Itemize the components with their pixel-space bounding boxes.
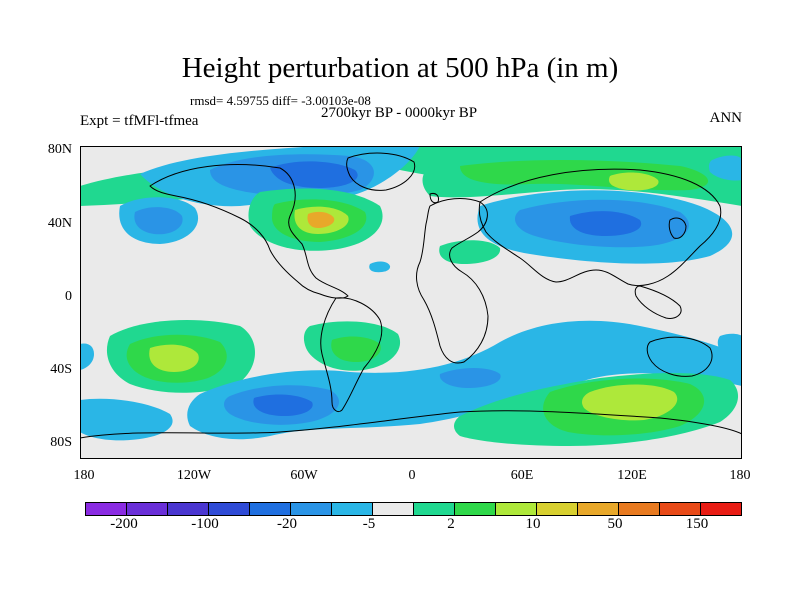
uk-outline [429, 193, 439, 204]
colorbar-label: -100 [191, 516, 219, 532]
colorbar-label: 50 [607, 516, 623, 532]
tropic-blue-patch [369, 261, 391, 273]
lat-label-40s: 40S [50, 362, 72, 377]
lon-label-180e: 180 [729, 468, 751, 483]
lon-label-120w: 120W [176, 468, 212, 483]
south-pacific-yellow [149, 344, 199, 372]
colorbar-segment [332, 503, 373, 515]
indian-ocean-blue [439, 368, 501, 388]
colorbar-segment [291, 503, 332, 515]
experiment-label: Expt = tfMFl-tfmea [80, 113, 199, 129]
japan-outline [668, 217, 687, 239]
colorbar-label: -5 [362, 516, 376, 532]
asia-outline [478, 168, 722, 287]
colorbar-segment [578, 503, 619, 515]
colorbar-segment [86, 503, 127, 515]
na-orange [307, 211, 335, 228]
stats-text: rmsd= 4.59755 diff= -3.00103e-08 [190, 93, 371, 108]
lon-label-120e: 120E [617, 468, 647, 483]
lat-label-40n: 40N [47, 216, 72, 231]
far-west-blue [80, 343, 94, 370]
south-america-outline [320, 297, 383, 413]
colorbar-segment [701, 503, 741, 515]
colorbar [85, 502, 742, 516]
colorbar-label: 150 [685, 516, 709, 532]
greenland-outline [346, 152, 416, 191]
colorbar-label: -20 [277, 516, 297, 532]
nw-pacific-blue-core [134, 207, 183, 235]
period-text: 2700kyr BP - 0000kyr BP [321, 105, 478, 121]
lon-label-0: 0 [408, 468, 416, 483]
south-deep-blue [253, 394, 313, 416]
colorbar-segment [496, 503, 537, 515]
coastlines [80, 152, 742, 439]
lat-label-80s: 80S [50, 435, 72, 450]
east-pacific-blue [717, 333, 742, 376]
contour-map [80, 146, 742, 459]
siberia-yellow [608, 172, 659, 191]
southeast-asia-outline [634, 285, 682, 319]
colorbar-label: 2 [447, 516, 455, 532]
colorbar-label: -200 [110, 516, 138, 532]
lon-label-60w: 60W [290, 468, 318, 483]
europe-africa-outline [416, 198, 489, 364]
map-panel [80, 146, 742, 459]
colorbar-segment [414, 503, 455, 515]
southern-yellow [582, 384, 678, 421]
colorbar-segment [455, 503, 496, 515]
far-east-blue [708, 155, 742, 181]
lat-label-0: 0 [65, 289, 72, 304]
colorbar-segment [619, 503, 660, 515]
antarctica-outline [80, 410, 742, 439]
south-america-green-core [331, 336, 381, 362]
asia-deep-blue [569, 211, 642, 236]
colorbar-segment [537, 503, 578, 515]
colorbar-segment [373, 503, 414, 515]
plot-title: Height perturbation at 500 hPa (in m) [181, 52, 619, 84]
australia-outline [646, 336, 713, 377]
south-left-blue [80, 398, 173, 441]
colorbar-segment [168, 503, 209, 515]
lon-label-180w: 180 [73, 468, 95, 483]
colorbar-segment [660, 503, 701, 515]
colorbar-label: 10 [525, 516, 541, 532]
season-label: ANN [709, 110, 743, 126]
lat-label-80n: 80N [47, 142, 72, 157]
lon-label-60e: 60E [510, 468, 534, 483]
colorbar-segment [209, 503, 250, 515]
colorbar-segment [250, 503, 291, 515]
colorbar-segment [127, 503, 168, 515]
map-border [80, 146, 742, 459]
